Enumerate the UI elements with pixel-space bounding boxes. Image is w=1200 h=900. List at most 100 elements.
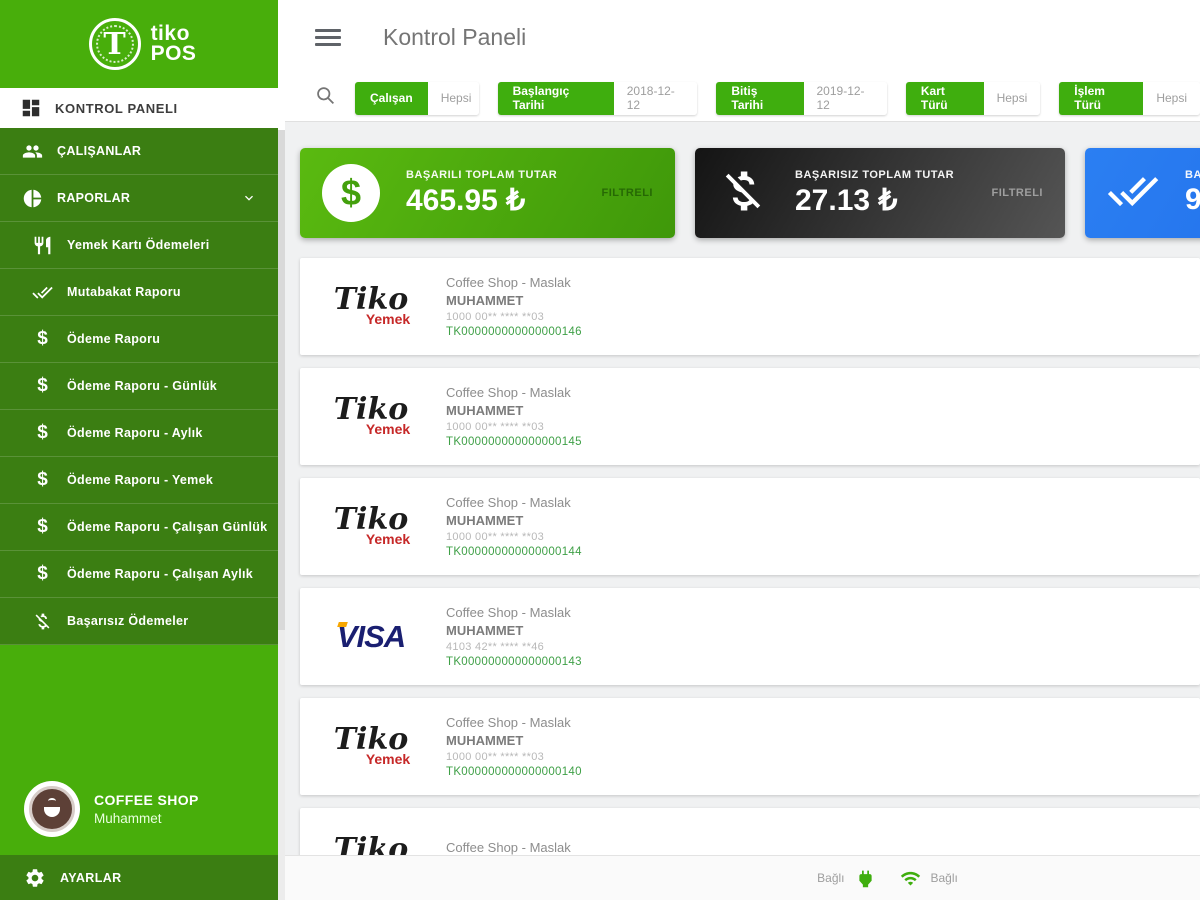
dollar-circle-icon: $	[322, 164, 380, 222]
filter-value[interactable]: Hepsi	[1143, 81, 1200, 115]
sidebar-item-yemek-karti-odemeleri[interactable]: Yemek Kartı Ödemeleri	[0, 222, 285, 269]
filter-label: Çalışan	[355, 81, 428, 115]
transaction-row[interactable]: Tiko Yemek Coffee Shop - Maslak MUHAMMET…	[300, 698, 1200, 795]
sidebar-item-odeme-raporu-yemek[interactable]: $ Ödeme Raporu - Yemek	[0, 457, 285, 504]
transaction-row[interactable]: Tiko Yemek Coffee Shop - Maslak MUHAMMET…	[300, 368, 1200, 465]
sidebar-item-kontrol-paneli[interactable]: KONTROL PANELI	[0, 88, 285, 128]
hamburger-menu-icon[interactable]	[315, 25, 341, 50]
money-off-icon	[35, 613, 50, 629]
card-number-masked: 1000 00** **** **03	[446, 311, 545, 323]
dollar-icon: $	[37, 422, 48, 443]
content-area: $ BAŞARILI TOPLAM TUTAR 465.95 ₺ FILTREL…	[285, 122, 1200, 855]
scrollbar-thumb[interactable]	[278, 0, 285, 130]
sidebar-item-basarisiz-odemeler[interactable]: Başarısız Ödemeler	[0, 598, 285, 645]
sidebar-item-odeme-raporu-calisan-gunluk[interactable]: $ Ödeme Raporu - Çalışan Günlük	[0, 504, 285, 551]
filter-bar: Çalışan Hepsi Başlangıç Tarihi 2018-12-1…	[285, 75, 1200, 122]
card-label: BAŞ	[1185, 169, 1200, 181]
visa-logo: VISA	[336, 618, 406, 654]
transaction-list: Tiko Yemek Coffee Shop - Maslak MUHAMMET…	[300, 258, 1200, 855]
transaction-row[interactable]: Tiko Yemek Coffee Shop - Maslak MUHAMMET…	[300, 478, 1200, 575]
people-icon	[22, 144, 43, 158]
filter-value[interactable]: 2018-12-12	[613, 81, 698, 115]
card-number-masked: 1000 00** **** **03	[446, 751, 545, 763]
wifi-icon	[900, 871, 920, 885]
card-number-masked: 1000 00** **** **03	[446, 531, 545, 543]
search-icon[interactable]	[315, 85, 336, 111]
merchant-name: Coffee Shop - Maslak	[446, 840, 571, 855]
sidebar-item-label: Ödeme Raporu - Çalışan Günlük	[67, 520, 268, 534]
filter-label: Bitiş Tarihi	[716, 81, 804, 115]
sidebar-item-odeme-raporu-aylik[interactable]: $ Ödeme Raporu - Aylık	[0, 410, 285, 457]
card-number-masked: 4103 42** **** **46	[446, 641, 545, 653]
filter-chip-baslangic-tarihi[interactable]: Başlangıç Tarihi 2018-12-12	[497, 81, 698, 115]
transaction-ref[interactable]: TK000000000000000140	[446, 766, 582, 778]
customer-name: MUHAMMET	[446, 623, 524, 638]
sidebar-menu: ÇALIŞANLAR RAPORLAR Yemek Kartı Ödemeler…	[0, 128, 285, 645]
summary-cards: $ BAŞARILI TOPLAM TUTAR 465.95 ₺ FILTREL…	[300, 148, 1200, 238]
transaction-ref[interactable]: TK000000000000000145	[446, 436, 582, 448]
filter-chip-calisan[interactable]: Çalışan Hepsi	[355, 81, 479, 115]
transaction-row[interactable]: VISA Coffee Shop - Maslak MUHAMMET 4103 …	[300, 588, 1200, 685]
card-value: 465.95 ₺	[406, 183, 526, 217]
customer-name: MUHAMMET	[446, 403, 524, 418]
sidebar-item-label: ÇALIŞANLAR	[57, 144, 142, 158]
card-basarisiz-toplam-tutar: BAŞARISIZ TOPLAM TUTAR 27.13 ₺ FILTRELI	[695, 148, 1065, 238]
tiko-yemek-logo: Tiko Yemek	[333, 501, 411, 547]
sidebar-item-mutabakat-raporu[interactable]: Mutabakat Raporu	[0, 269, 285, 316]
sidebar-item-odeme-raporu[interactable]: $ Ödeme Raporu	[0, 316, 285, 363]
sidebar-item-ayarlar[interactable]: AYARLAR	[0, 855, 285, 900]
sidebar-item-label: Ödeme Raporu - Çalışan Aylık	[67, 567, 253, 581]
double-check-icon	[32, 286, 53, 299]
chevron-down-icon	[245, 195, 253, 201]
sidebar-item-calisanlar[interactable]: ÇALIŞANLAR	[0, 128, 285, 175]
dollar-icon: $	[37, 375, 48, 396]
filter-chip-kart-turu[interactable]: Kart Türü Hepsi	[905, 81, 1041, 115]
filtered-badge: FILTRELI	[991, 187, 1043, 199]
tiko-yemek-logo: Tiko Yemek	[333, 391, 411, 437]
customer-name: MUHAMMET	[446, 293, 524, 308]
sidebar-item-label: KONTROL PANELI	[55, 100, 178, 116]
filter-value[interactable]: Hepsi	[427, 81, 479, 115]
money-off-icon	[717, 165, 769, 222]
transaction-row[interactable]: Tiko Yemek Coffee Shop - Maslak MUHAMMET	[300, 808, 1200, 855]
topbar: Kontrol Paneli	[285, 0, 1200, 75]
brand-line2: POS	[150, 42, 197, 65]
wifi-status-label: Bağlı	[930, 871, 958, 885]
tiko-pos-logo-icon: T	[88, 18, 141, 70]
brand-line1: tiko	[150, 22, 190, 45]
pie-chart-icon	[23, 189, 42, 207]
sidebar-item-odeme-raporu-gunluk[interactable]: $ Ödeme Raporu - Günlük	[0, 363, 285, 410]
sidebar: T tiko POS KONTROL PANELI ÇALIŞANLAR RAP…	[0, 0, 285, 900]
sidebar-item-odeme-raporu-calisan-aylik[interactable]: $ Ödeme Raporu - Çalışan Aylık	[0, 551, 285, 598]
filter-chip-bitis-tarihi[interactable]: Bitiş Tarihi 2019-12-12	[716, 81, 887, 115]
transaction-row[interactable]: Tiko Yemek Coffee Shop - Maslak MUHAMMET…	[300, 258, 1200, 355]
sidebar-item-label: AYARLAR	[60, 870, 122, 885]
sidebar-item-raporlar[interactable]: RAPORLAR	[0, 175, 285, 222]
sidebar-scrollbar[interactable]	[278, 0, 285, 900]
double-check-icon	[1107, 165, 1159, 222]
brand-name: tiko POS	[150, 22, 197, 65]
merchant-name: Coffee Shop - Maslak	[446, 275, 571, 290]
sidebar-item-label: RAPORLAR	[57, 191, 131, 205]
sidebar-item-label: Ödeme Raporu - Aylık	[67, 426, 203, 440]
filtered-badge: FILTRELI	[601, 187, 653, 199]
transaction-ref[interactable]: TK000000000000000143	[446, 656, 582, 668]
sidebar-item-label: Ödeme Raporu	[67, 332, 161, 346]
filter-chip-islem-turu[interactable]: İşlem Türü Hepsi	[1059, 81, 1200, 115]
card-label: BAŞARISIZ TOPLAM TUTAR	[795, 168, 955, 181]
customer-name: MUHAMMET	[446, 733, 524, 748]
sidebar-filler: COFFEE SHOP Muhammet	[0, 645, 285, 855]
tiko-yemek-logo: Tiko Yemek	[333, 831, 409, 855]
card-basarili-toplam-tutar: $ BAŞARILI TOPLAM TUTAR 465.95 ₺ FILTREL…	[300, 148, 675, 238]
sidebar-item-label: Ödeme Raporu - Yemek	[67, 473, 214, 487]
filter-label: İşlem Türü	[1059, 81, 1144, 115]
filter-value[interactable]: Hepsi	[983, 81, 1041, 115]
filter-value[interactable]: 2019-12-12	[803, 81, 887, 115]
sidebar-item-label: Mutabakat Raporu	[67, 285, 181, 299]
merchant-name: Coffee Shop - Maslak	[446, 605, 571, 620]
transaction-ref[interactable]: TK000000000000000144	[446, 546, 582, 558]
card-label: BAŞARILI TOPLAM TUTAR	[406, 168, 558, 181]
transaction-ref[interactable]: TK000000000000000146	[446, 326, 582, 338]
restaurant-icon	[34, 236, 51, 254]
profile-block[interactable]: COFFEE SHOP Muhammet	[0, 781, 285, 855]
